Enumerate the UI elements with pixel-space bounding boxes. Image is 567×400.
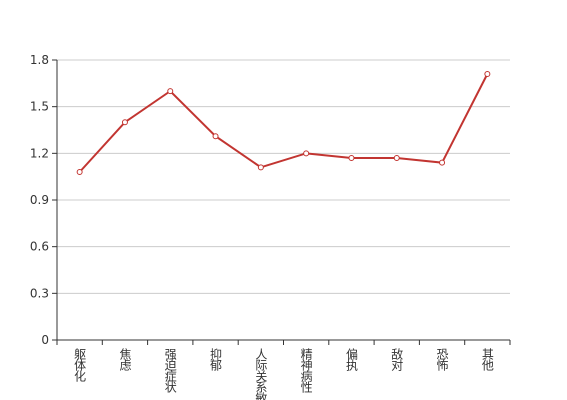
x-tick-label: 其他 xyxy=(480,348,494,371)
x-tick-label: 强迫症状 xyxy=(163,348,177,393)
x-tick-label: 人际关系敏感 xyxy=(254,348,268,400)
y-tick-label: 0 xyxy=(41,333,49,347)
point xyxy=(439,159,446,166)
y-tick-label: 1.2 xyxy=(30,146,49,160)
point xyxy=(393,155,400,161)
y-tick-label: 1.5 xyxy=(30,100,49,114)
line xyxy=(78,73,489,173)
point xyxy=(303,150,310,157)
x-tick-label: 抑郁 xyxy=(209,347,223,372)
y-tick-label: 1.8 xyxy=(30,53,49,67)
point xyxy=(484,71,491,77)
x-tick-label: 恐怖 xyxy=(435,348,449,371)
x-tick-label: 偏执 xyxy=(344,347,358,372)
y-tick-label: 0.9 xyxy=(30,193,49,207)
point xyxy=(348,155,355,161)
point xyxy=(167,88,174,95)
point xyxy=(257,164,264,171)
y-tick-label: 0.6 xyxy=(30,240,49,254)
y-tick-label: 0.3 xyxy=(30,286,49,300)
x-tick-label: 精神病性 xyxy=(299,348,313,394)
point xyxy=(212,133,219,140)
point xyxy=(76,169,83,175)
x-tick-label: 焦虑 xyxy=(118,348,132,371)
x-tick-label: 躯体化 xyxy=(73,347,87,383)
point xyxy=(121,119,128,126)
x-tick-label: 敌对 xyxy=(390,347,404,371)
